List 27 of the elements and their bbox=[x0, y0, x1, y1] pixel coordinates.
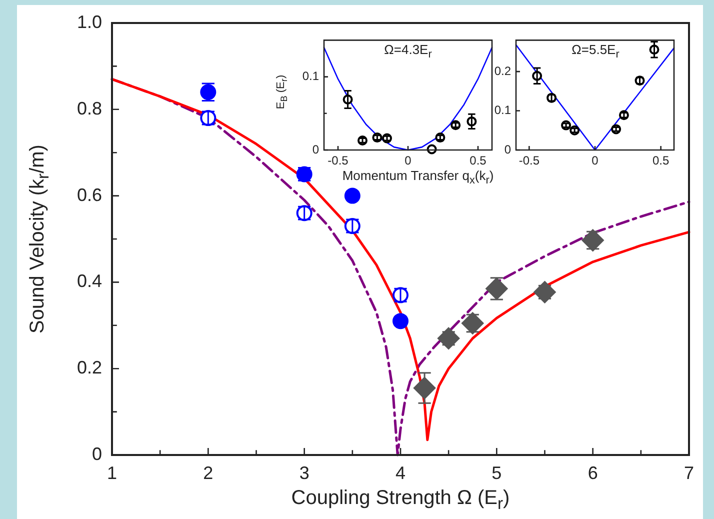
y-tick-label: 0.4 bbox=[76, 271, 102, 292]
y-tick-label: 0.6 bbox=[76, 184, 102, 205]
y-tick-label: 0 bbox=[504, 142, 512, 156]
x-axis-title: Coupling Strength Ω (E$_{r}$) bbox=[291, 487, 510, 514]
x-tick-label: 0.5 bbox=[470, 154, 487, 168]
x-tick-label: 0.5 bbox=[652, 154, 670, 168]
y-tick-label: 1.0 bbox=[76, 12, 102, 32]
y-tick-label: 0.2 bbox=[494, 64, 512, 78]
x-tick-label: 4 bbox=[395, 462, 406, 483]
y-tick-label: 0.2 bbox=[76, 358, 102, 378]
x-tick-label: 0 bbox=[404, 154, 412, 168]
x-tick-label: 6 bbox=[588, 462, 598, 483]
x-tick-label: 2 bbox=[203, 462, 214, 483]
x-tick-label: 3 bbox=[299, 462, 310, 483]
x-tick-label: 5 bbox=[492, 462, 502, 483]
x-tick-label: 1 bbox=[106, 462, 118, 483]
chart-title: Ω=4.3E$_{r}$ bbox=[384, 42, 432, 61]
x-tick-label: -0.5 bbox=[518, 154, 540, 168]
y-tick-label: 0.8 bbox=[76, 98, 102, 118]
y-tick-label: 0.1 bbox=[494, 103, 512, 118]
x-tick-label: -0.5 bbox=[328, 154, 349, 168]
x-tick-label: 7 bbox=[684, 462, 694, 483]
y-tick-label: 0 bbox=[92, 444, 102, 464]
y-tick-label: 0.1 bbox=[302, 69, 320, 84]
x-tick-label: 0 bbox=[592, 154, 599, 168]
chart-title: Ω=5.5E$_{r}$ bbox=[572, 42, 620, 61]
x-axis-title: Momentum Transfer q$_{x}$(k$_{r}$) bbox=[342, 168, 494, 187]
